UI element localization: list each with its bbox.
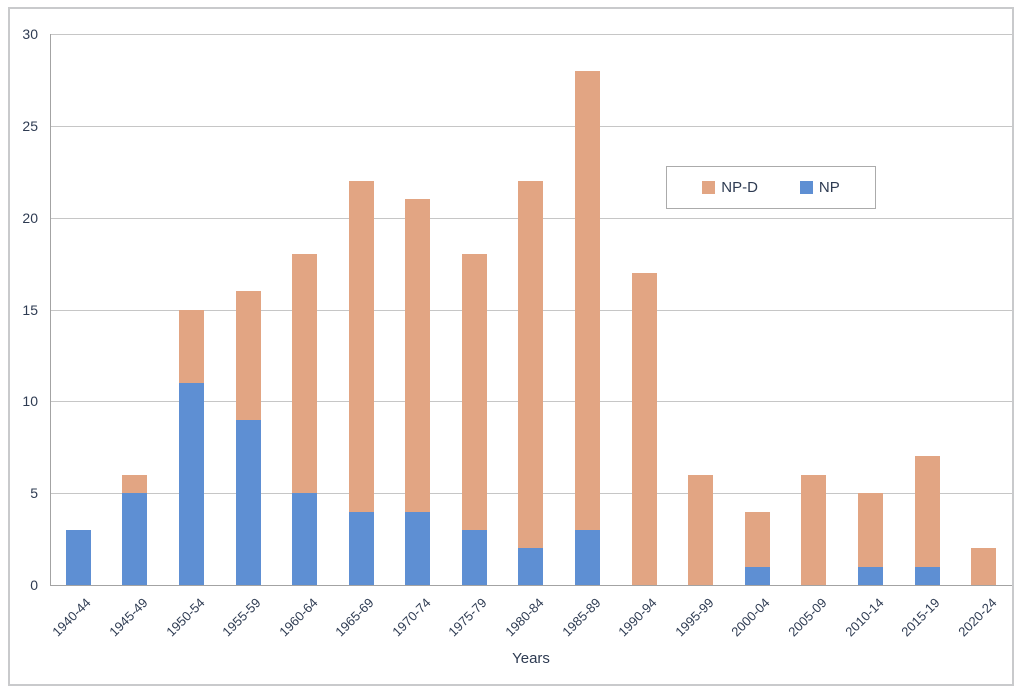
bar-2020-24 — [955, 548, 1012, 585]
legend-label-np: NP — [818, 179, 840, 196]
x-tick-label-1980-84: 1980-84 — [502, 595, 547, 640]
bar-segment-np-1945-49 — [122, 493, 148, 585]
bar-segment-np-1975-79 — [461, 529, 487, 585]
x-tick-label-2005-09: 2005-09 — [785, 595, 830, 640]
y-tick-label: 30 — [22, 26, 38, 42]
bar-segment-np-1970-74 — [405, 511, 431, 585]
bar-1975-79 — [446, 254, 503, 585]
x-tick-label-1970-74: 1970-74 — [389, 595, 434, 640]
x-axis-line — [50, 585, 1012, 586]
x-tick-label-2010-14: 2010-14 — [841, 595, 887, 640]
bar-segment-np-d-1965-69 — [348, 180, 374, 512]
bar-segment-np-d-1950-54 — [178, 309, 204, 383]
x-tick-label-1950-54: 1950-54 — [162, 595, 208, 640]
legend-swatch-np — [799, 181, 813, 194]
y-tick-label: 5 — [30, 485, 38, 502]
bar-segment-np-1940-44 — [65, 529, 91, 585]
x-tick-label-1975-79: 1975-79 — [445, 595, 490, 640]
gridline-25 — [50, 125, 1012, 127]
bar-segment-np-d-1960-64 — [292, 254, 318, 494]
x-tick-label-1960-64: 1960-64 — [275, 595, 321, 640]
bar-segment-np-1950-54 — [178, 383, 204, 585]
bar-segment-np-d-1975-79 — [461, 254, 487, 530]
bar-segment-np-d-2005-09 — [801, 474, 827, 585]
bar-1950-54 — [163, 309, 220, 585]
bar-1945-49 — [107, 474, 164, 585]
x-tick-label-1990-94: 1990-94 — [615, 595, 660, 640]
bar-segment-np-d-1995-99 — [688, 474, 714, 585]
bar-segment-np-d-2000-04 — [744, 511, 770, 567]
x-tick-label-1985-89: 1985-89 — [558, 595, 604, 640]
x-tick-label-2015-19: 2015-19 — [898, 595, 943, 640]
legend: NP-D NP — [666, 166, 876, 209]
gridline-30 — [50, 34, 1012, 35]
legend-label-np-d: NP-D — [721, 179, 758, 196]
bar-1985-89 — [559, 70, 616, 585]
legend-item-np: NP — [799, 179, 840, 196]
bar-segment-np-1955-59 — [235, 419, 261, 585]
x-tick-label-1955-59: 1955-59 — [219, 595, 264, 640]
bar-1990-94 — [616, 272, 673, 585]
x-tick-label-1995-99: 1995-99 — [672, 595, 717, 640]
x-tick-label-2000-04: 2000-04 — [728, 595, 773, 640]
bar-segment-np-1965-69 — [348, 511, 374, 585]
bar-segment-np-d-1955-59 — [235, 291, 261, 420]
y-tick-label: 20 — [22, 209, 38, 226]
bar-segment-np-d-1990-94 — [631, 272, 657, 585]
bar-1995-99 — [673, 474, 730, 585]
bar-segment-np-1960-64 — [292, 493, 318, 585]
x-axis-title: Years — [512, 650, 550, 667]
bar-segment-np-d-2020-24 — [971, 548, 997, 585]
x-tick-label-1965-69: 1965-69 — [332, 595, 377, 640]
bar-segment-np-2010-14 — [857, 566, 883, 585]
bar-segment-np-d-1970-74 — [405, 199, 431, 512]
bar-2015-19 — [899, 456, 956, 585]
bar-1965-69 — [333, 180, 390, 585]
y-axis-line — [50, 34, 51, 586]
y-tick-label: 15 — [22, 301, 38, 318]
y-tick-label: 10 — [22, 393, 38, 410]
x-tick-label-1940-44: 1940-44 — [49, 595, 94, 640]
bar-1960-64 — [276, 254, 333, 585]
bar-segment-np-1985-89 — [575, 529, 601, 585]
bar-segment-np-1980-84 — [518, 548, 544, 585]
bar-segment-np-d-1945-49 — [122, 474, 148, 494]
bar-1940-44 — [50, 529, 107, 585]
bar-2005-09 — [786, 474, 843, 585]
chart-frame: 0 5 10 15 20 25 30 1940-44 1945-49 1950-54 1955-5… — [8, 7, 1014, 686]
bar-segment-np-d-2010-14 — [857, 493, 883, 567]
legend-item-np-d: NP-D — [702, 179, 758, 196]
x-tick-label-2020-24: 2020-24 — [954, 595, 1000, 640]
bar-segment-np-2000-04 — [744, 566, 770, 585]
bar-1980-84 — [503, 181, 560, 585]
y-tick-label: 0 — [30, 577, 38, 593]
bar-2010-14 — [842, 493, 899, 585]
bar-1955-59 — [220, 291, 277, 585]
bar-2000-04 — [729, 511, 786, 585]
bar-1970-74 — [390, 199, 447, 585]
x-tick-label-1945-49: 1945-49 — [106, 595, 151, 640]
bar-segment-np-d-1985-89 — [575, 70, 601, 530]
bar-segment-np-d-2015-19 — [914, 456, 940, 567]
bar-segment-np-2015-19 — [914, 566, 940, 585]
bar-segment-np-d-1980-84 — [518, 181, 544, 549]
y-tick-label: 25 — [22, 117, 38, 134]
legend-swatch-np-d — [702, 181, 716, 194]
